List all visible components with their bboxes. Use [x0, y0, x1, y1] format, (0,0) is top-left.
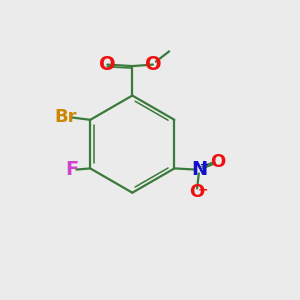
Text: −: − — [198, 184, 208, 197]
Text: F: F — [65, 160, 79, 179]
Text: Br: Br — [54, 109, 76, 127]
Text: N: N — [191, 160, 208, 179]
Text: O: O — [145, 55, 161, 74]
Text: O: O — [190, 183, 205, 201]
Text: +: + — [200, 160, 209, 170]
Text: O: O — [99, 55, 116, 74]
Text: O: O — [210, 153, 225, 171]
